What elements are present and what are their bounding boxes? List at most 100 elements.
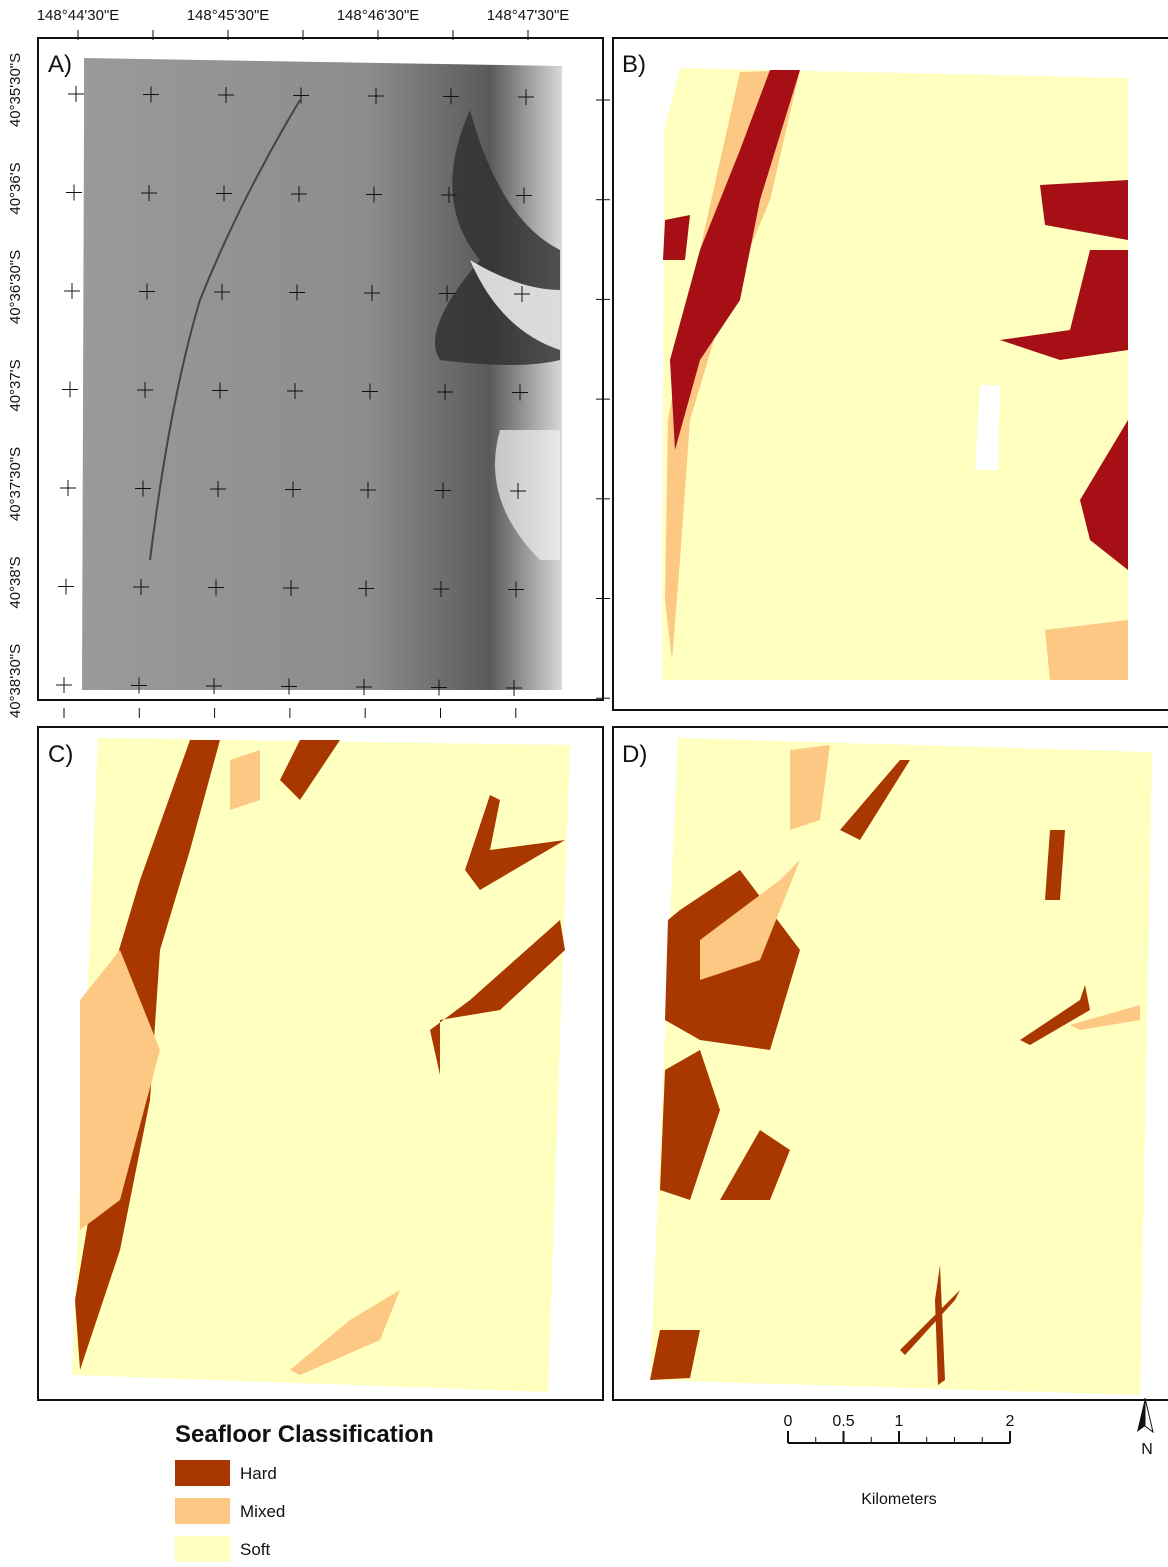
- legend-title: Seafloor Classification: [175, 1421, 434, 1448]
- graticule-cross: [218, 87, 234, 103]
- graticule-cross: [287, 383, 303, 399]
- graticule-cross: [133, 579, 149, 595]
- panel-frame: [37, 37, 604, 701]
- graticule-cross: [293, 87, 309, 104]
- graticule-cross: [514, 286, 530, 302]
- hard-area: [650, 1330, 700, 1380]
- panel-label: B): [622, 51, 646, 78]
- hard-area: [670, 70, 800, 450]
- hard-area: [840, 760, 910, 840]
- graticule-cross: [283, 580, 299, 596]
- mixed-area: [230, 750, 260, 810]
- graticule-cross: [441, 187, 457, 203]
- graticule-cross: [206, 678, 222, 694]
- graticule-cross: [281, 678, 297, 695]
- graticule-cross: [431, 679, 447, 696]
- mixed-area: [290, 1290, 400, 1375]
- panel-label: D): [622, 741, 647, 768]
- latitude-label: 40°35'30"S: [7, 53, 24, 127]
- graticule-cross: [64, 283, 80, 299]
- hard-area: [660, 1050, 720, 1200]
- graticule-cross: [58, 578, 74, 595]
- hard-area: [1000, 250, 1128, 360]
- soft-area: [662, 68, 1128, 680]
- graticule-cross: [131, 677, 147, 694]
- graticule-cross: [508, 581, 524, 598]
- latitude-label: 40°36'S: [7, 162, 24, 214]
- legend-label: Mixed: [240, 1502, 285, 1521]
- graticule-cross: [137, 382, 153, 398]
- hard-area: [1080, 420, 1128, 570]
- graticule-cross: [362, 383, 378, 400]
- graticule-cross: [212, 382, 228, 399]
- north-arrow: [1137, 1398, 1145, 1432]
- graticule-cross: [210, 481, 226, 497]
- legend-label: Soft: [240, 1540, 271, 1559]
- longitude-label: 148°47'30"E: [487, 7, 570, 24]
- graticule-cross: [285, 481, 301, 498]
- mixed-area: [1045, 620, 1128, 680]
- latitude-label: 40°37'30"S: [7, 447, 24, 521]
- graticule-cross: [66, 184, 82, 201]
- legend-swatch: [175, 1460, 230, 1486]
- graticule-cross: [443, 88, 459, 105]
- scale-label: 2: [1006, 1413, 1015, 1430]
- graticule-cross: [216, 185, 232, 202]
- graticule-cross: [360, 482, 376, 498]
- north-arrow: [1144, 1397, 1154, 1434]
- graticule: [56, 86, 534, 696]
- latitude-label: 40°36'30"S: [7, 250, 24, 324]
- hard-area: [1045, 830, 1065, 900]
- graticule-cross: [143, 86, 159, 103]
- graticule-cross: [62, 381, 78, 398]
- scale-unit: Kilometers: [861, 1491, 937, 1508]
- graticule-cross: [291, 186, 307, 202]
- graticule-cross: [435, 482, 451, 499]
- graticule-cross: [135, 480, 151, 497]
- graticule-cross: [214, 284, 230, 300]
- hard-area: [900, 1265, 960, 1385]
- scale-label: 0.5: [832, 1413, 854, 1430]
- legend-swatch: [175, 1536, 230, 1562]
- graticule-cross: [356, 679, 372, 695]
- panel-label: A): [48, 51, 72, 78]
- graticule-cross: [139, 283, 155, 300]
- latitude-label: 40°38'30"S: [7, 644, 24, 718]
- graticule-cross: [368, 88, 384, 104]
- mixed-area: [1070, 1005, 1140, 1030]
- graticule-cross: [512, 384, 528, 401]
- hard-area: [280, 740, 340, 800]
- graticule-cross: [141, 185, 157, 201]
- hillshade-relief: [149, 99, 301, 561]
- latitude-label: 40°38'S: [7, 556, 24, 608]
- graticule-cross: [60, 480, 76, 496]
- mixed-area: [700, 860, 800, 980]
- graticule-cross: [516, 187, 532, 204]
- scale-label: 1: [895, 1413, 904, 1430]
- graticule-cross: [437, 384, 453, 400]
- graticule-cross: [68, 86, 84, 102]
- longitude-label: 148°46'30"E: [337, 7, 420, 24]
- graticule-cross: [506, 680, 522, 696]
- hillshade-relief: [495, 430, 560, 560]
- longitude-label: 148°44'30"E: [37, 7, 120, 24]
- graticule-cross: [518, 89, 534, 105]
- hillshade-relief: [470, 260, 560, 350]
- legend-swatch: [175, 1498, 230, 1524]
- hard-area: [1020, 985, 1090, 1045]
- hard-area: [663, 215, 690, 260]
- legend: Hard Mixed Soft: [175, 1460, 285, 1562]
- soft-area: [72, 738, 570, 1392]
- soft-area: [650, 738, 1152, 1395]
- hillshade: [82, 58, 562, 690]
- longitude-label: 148°45'30"E: [187, 7, 270, 24]
- panel-frame: [612, 37, 1168, 711]
- scale-bar: 0 0.5 1 2: [784, 1413, 1015, 1444]
- hard-area: [1040, 180, 1128, 240]
- legend-label: Hard: [240, 1464, 277, 1483]
- panel-frame: [37, 726, 604, 1401]
- hard-area: [430, 920, 565, 1075]
